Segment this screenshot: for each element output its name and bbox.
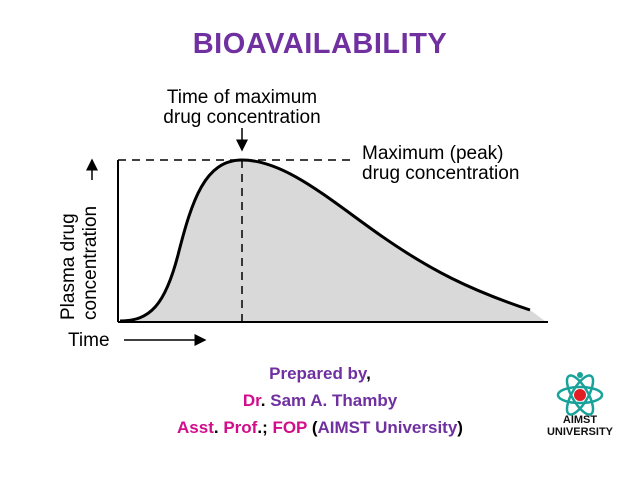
author-line: Dr. Sam A. Thamby	[130, 387, 510, 414]
cmax-label-line1: Maximum (peak)	[362, 143, 503, 164]
y-axis-label-line2: concentration	[80, 206, 101, 320]
logo-line2: UNIVERSITY	[546, 426, 613, 438]
org-text: AIMST University	[317, 418, 458, 437]
prepared-by-line: Prepared by,	[130, 360, 510, 387]
y-axis-label-line1: Plasma drug	[58, 213, 79, 320]
tmax-label-line2: drug concentration	[163, 107, 320, 128]
fop-text: FOP	[272, 418, 308, 437]
asst-text: Asst	[177, 418, 214, 437]
org-close: )	[457, 418, 463, 437]
bioavailability-curve-diagram: Time of maximum drug concentration Maxim…	[58, 87, 548, 351]
slide-title: BIOAVAILABILITY	[192, 28, 448, 60]
org-open: (	[307, 418, 318, 437]
affiliation-line: Asst. Prof.; FOP (AIMST University)	[130, 414, 510, 441]
x-axis-label: Time	[68, 330, 110, 351]
logo-wordmark: AIMST UNIVERSITY	[532, 414, 628, 438]
author-name: Sam A. Thamby	[270, 391, 398, 410]
author-title: Dr	[242, 391, 261, 410]
cmax-label-line2: drug concentration	[362, 163, 519, 184]
logo-line1: AIMST	[562, 414, 598, 426]
atom-icon	[556, 372, 604, 416]
tmax-label-line1: Time of maximum	[167, 87, 317, 108]
credits-block: Prepared by, Dr. Sam A. Thamby Asst. Pro…	[130, 360, 510, 441]
prepared-by-text: Prepared by	[269, 364, 367, 383]
asst-dot: .	[213, 418, 224, 437]
author-title-dot: .	[260, 391, 266, 410]
prepared-by-punct: ,	[366, 364, 371, 383]
area-under-curve	[120, 160, 545, 321]
prof-text: Prof	[223, 418, 258, 437]
prof-punct: .;	[257, 418, 273, 437]
